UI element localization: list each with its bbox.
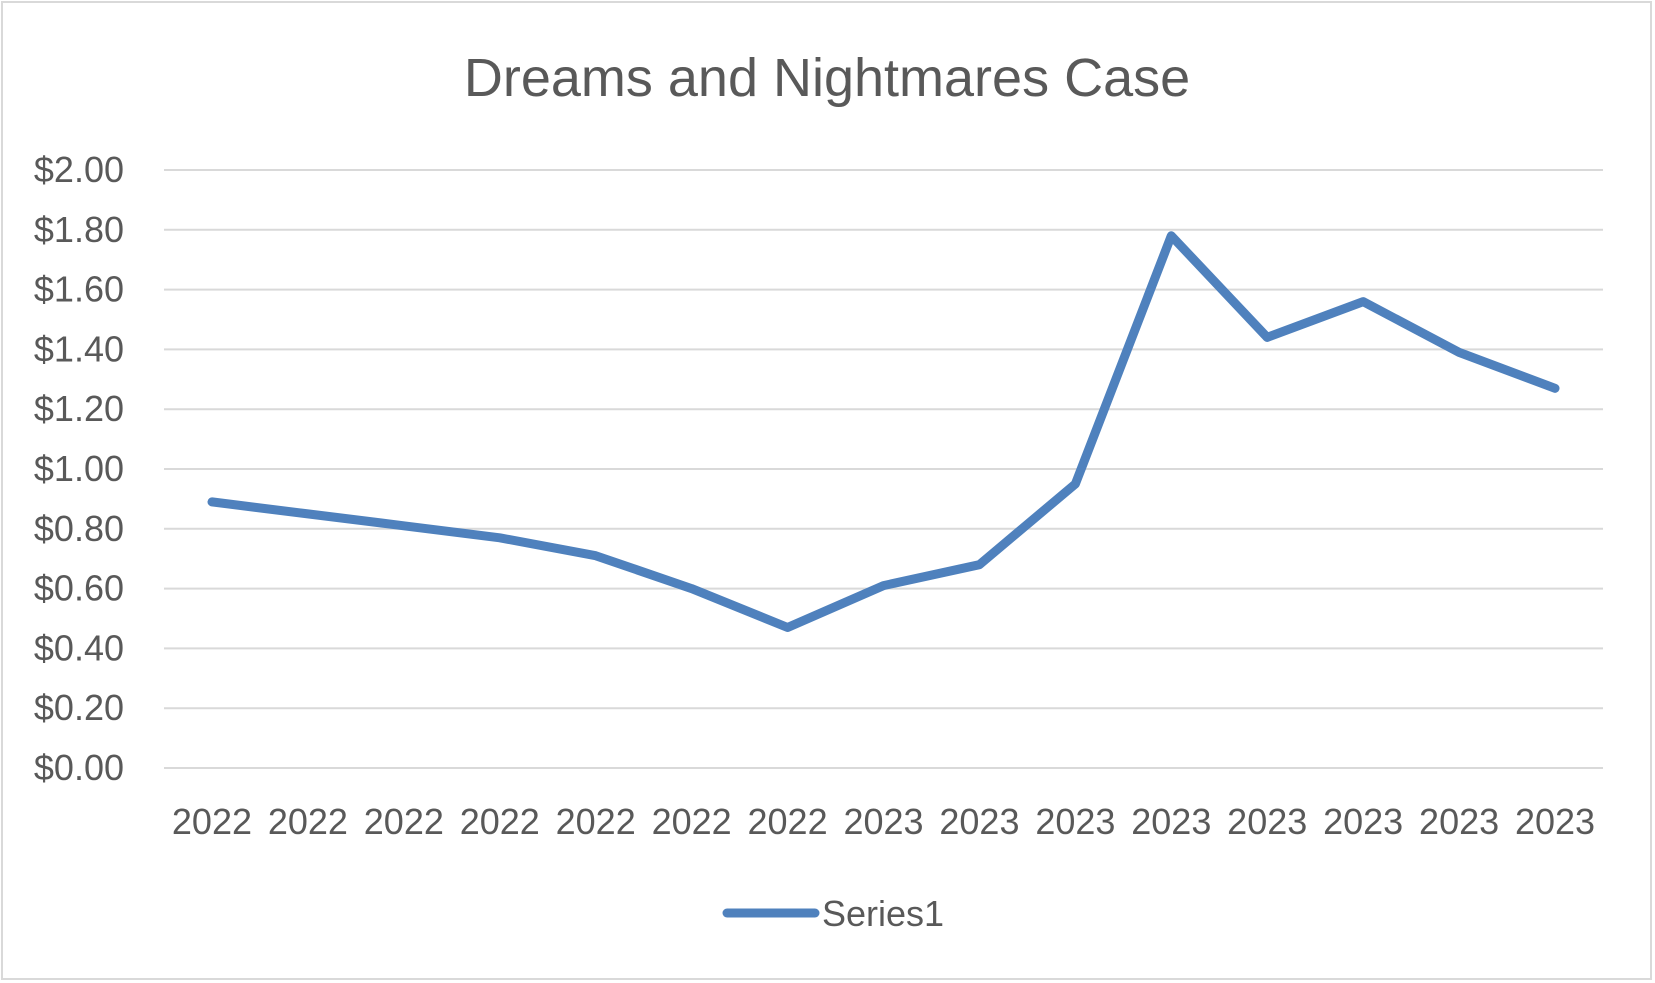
data-point xyxy=(1551,384,1560,393)
x-tick-label: 2023 xyxy=(843,801,923,842)
data-point xyxy=(1455,348,1464,357)
x-tick-label: 2022 xyxy=(652,801,732,842)
legend: Series1 xyxy=(722,893,944,934)
data-point xyxy=(591,551,600,560)
y-tick-label: $0.00 xyxy=(34,747,124,788)
data-point xyxy=(1071,479,1080,488)
y-tick-label: $1.40 xyxy=(34,328,124,369)
y-tick-label: $1.60 xyxy=(34,269,124,310)
y-axis-tick-labels: $0.00 $0.20 $0.40 $0.60 $0.80 $1.00 $1.20 $1.40… xyxy=(34,149,124,788)
x-tick-label: 2022 xyxy=(460,801,540,842)
legend-label-series1: Series1 xyxy=(822,893,944,934)
data-point xyxy=(399,521,408,530)
x-tick-label: 2023 xyxy=(1035,801,1115,842)
data-point xyxy=(207,497,216,506)
y-tick-label: $2.00 xyxy=(34,149,124,190)
x-tick-label: 2023 xyxy=(939,801,1019,842)
data-point xyxy=(687,584,696,593)
data-point xyxy=(879,581,888,590)
x-axis-tick-labels: 2022 2022 2022 2022 2022 2022 2022 2023 2023 2023… xyxy=(172,801,1595,842)
x-tick-label: 2022 xyxy=(748,801,828,842)
y-tick-label: $0.60 xyxy=(34,568,124,609)
x-tick-label: 2023 xyxy=(1323,801,1403,842)
series-line-1 xyxy=(207,231,1560,632)
y-tick-label: $0.40 xyxy=(34,627,124,668)
data-point xyxy=(1263,333,1272,342)
data-point xyxy=(975,560,984,569)
x-tick-label: 2023 xyxy=(1227,801,1307,842)
data-point xyxy=(1167,231,1176,240)
data-point xyxy=(783,623,792,632)
x-tick-label: 2022 xyxy=(556,801,636,842)
chart-title: Dreams and Nightmares Case xyxy=(464,48,1190,108)
x-tick-label: 2023 xyxy=(1515,801,1595,842)
y-tick-label: $0.80 xyxy=(34,508,124,549)
x-tick-label: 2022 xyxy=(364,801,444,842)
data-point xyxy=(1359,297,1368,306)
y-tick-label: $1.20 xyxy=(34,388,124,429)
data-point xyxy=(303,509,312,518)
gridlines xyxy=(164,169,1603,769)
y-tick-label: $1.80 xyxy=(34,209,124,250)
series-layer xyxy=(207,231,1560,632)
x-tick-label: 2022 xyxy=(172,801,252,842)
y-tick-label: $1.00 xyxy=(34,448,124,489)
x-tick-label: 2023 xyxy=(1419,801,1499,842)
y-tick-label: $0.20 xyxy=(34,687,124,728)
x-tick-label: 2022 xyxy=(268,801,348,842)
x-tick-label: 2023 xyxy=(1131,801,1211,842)
data-point xyxy=(495,533,504,542)
